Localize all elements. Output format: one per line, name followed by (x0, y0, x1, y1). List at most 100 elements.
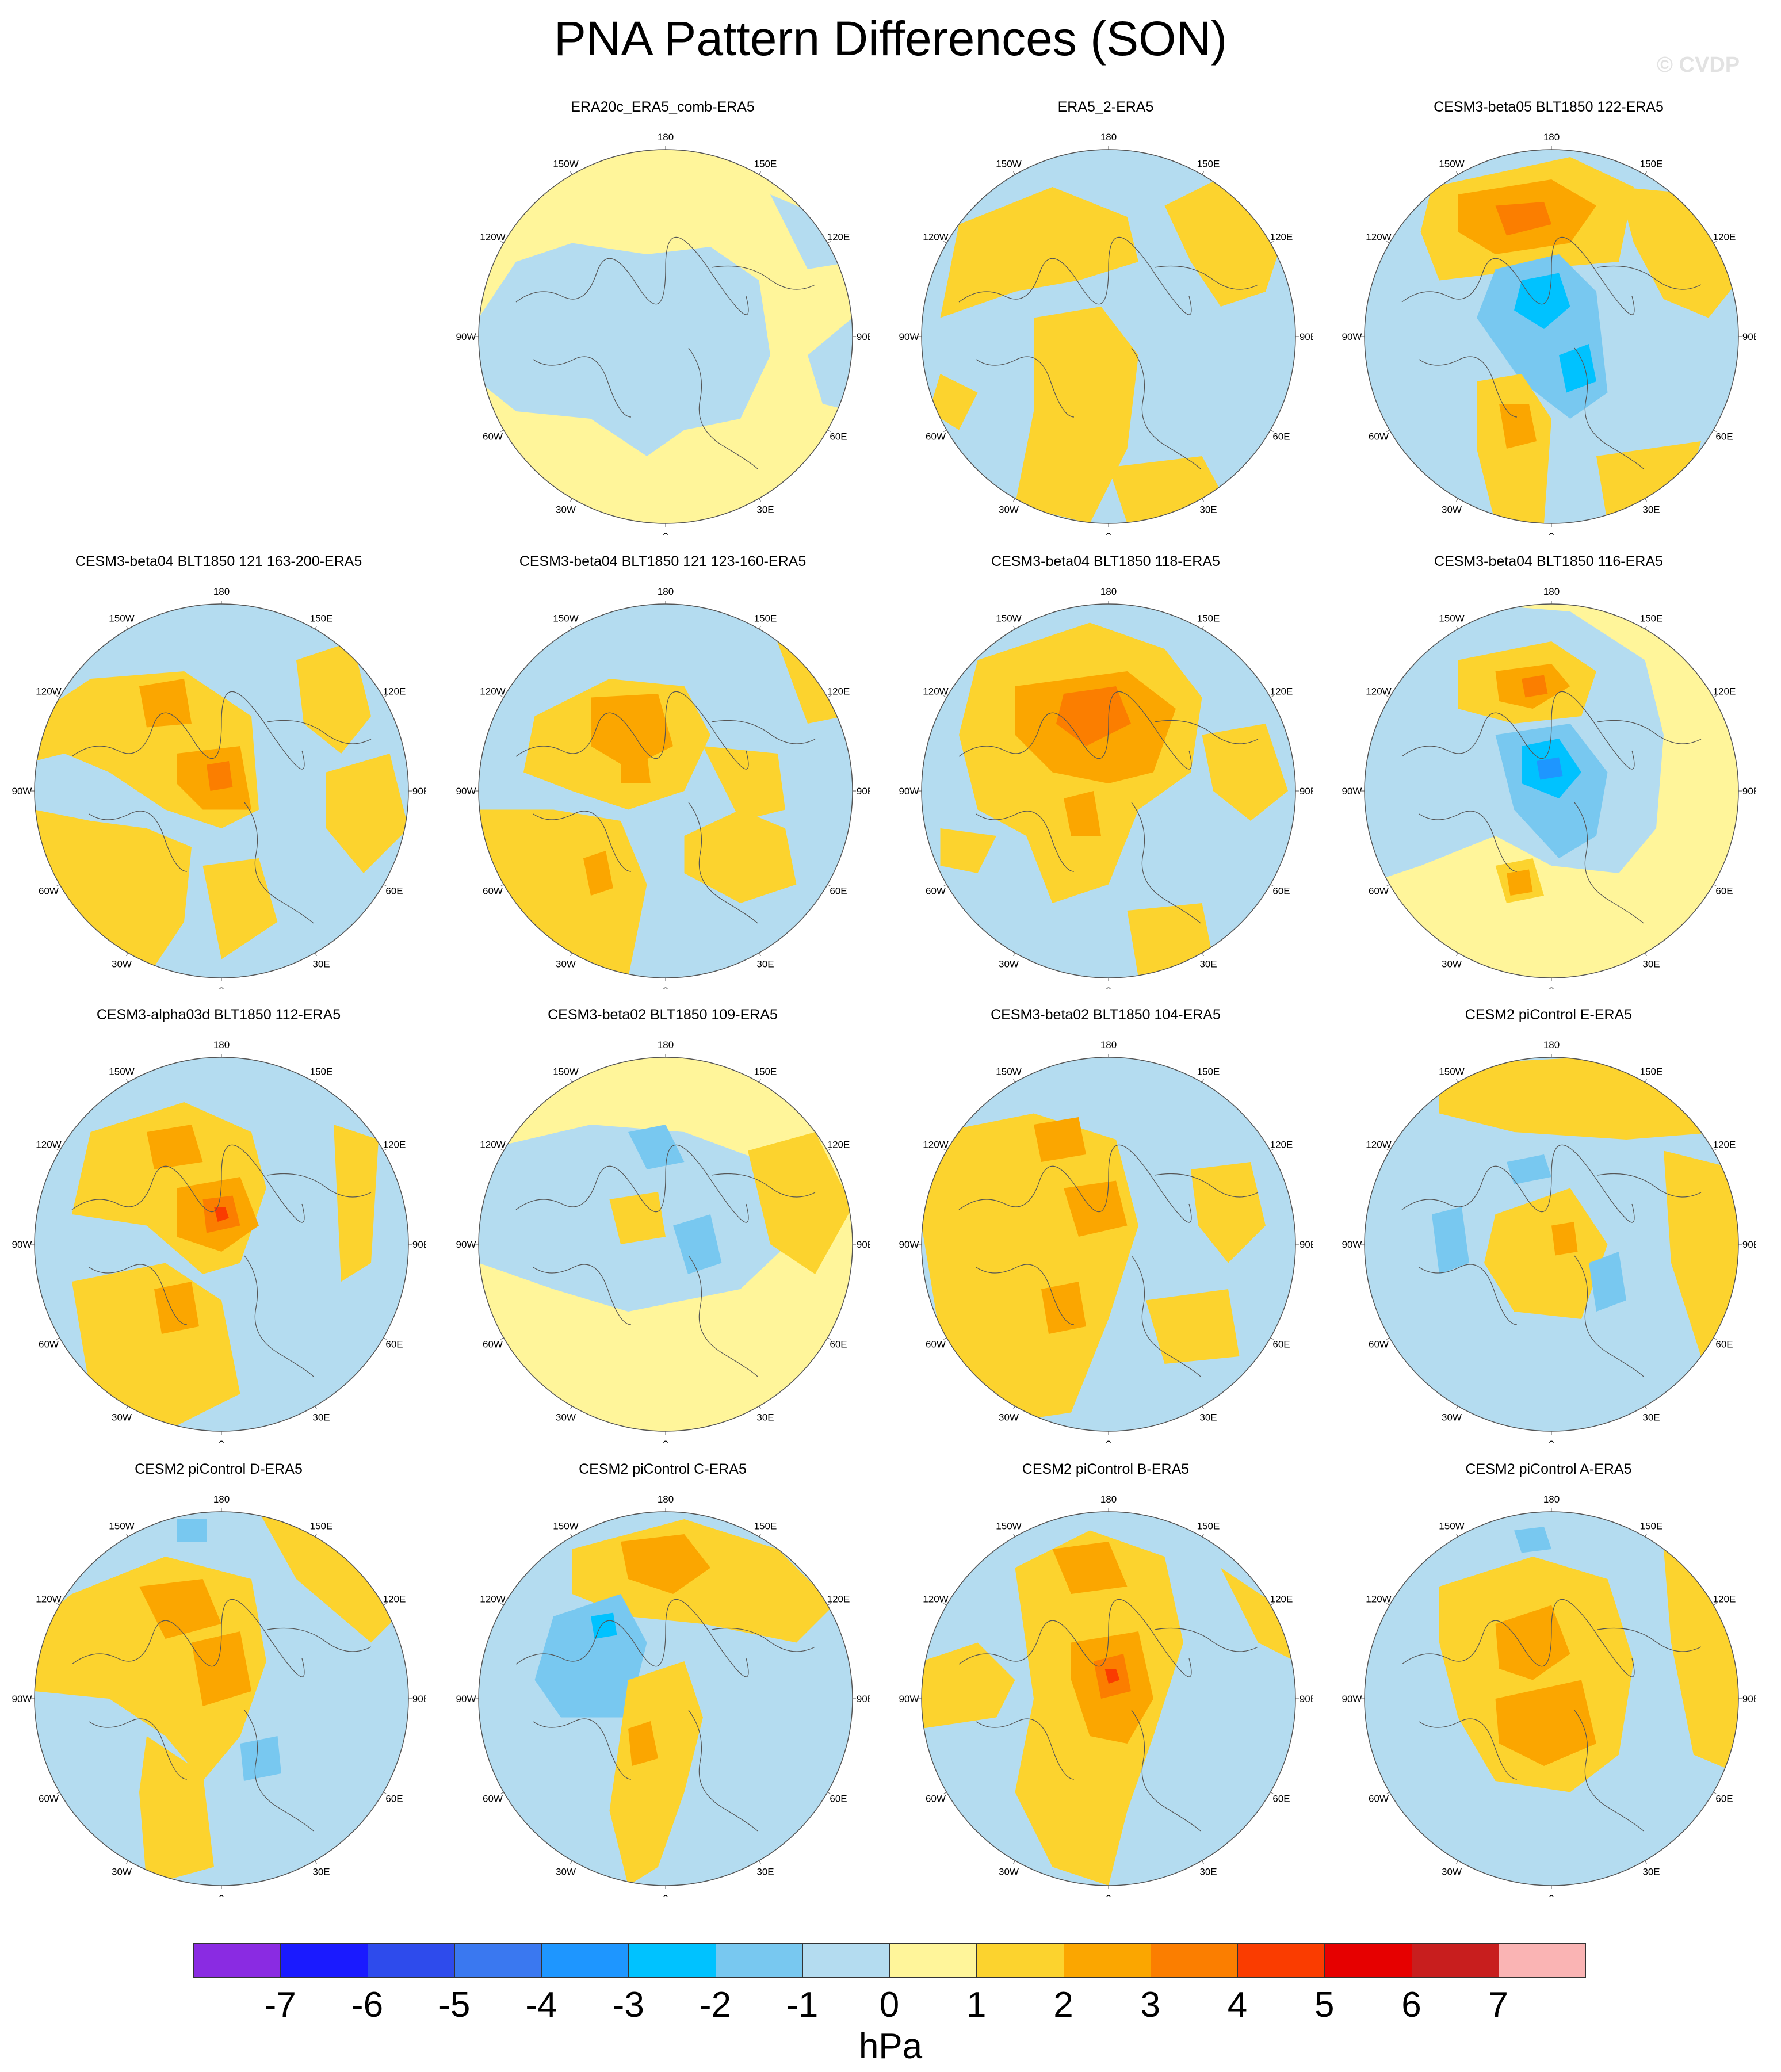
longitude-tick (1645, 1079, 1647, 1083)
colorbar-swatch (541, 1943, 629, 1978)
longitude-label: 0 (663, 1893, 668, 1897)
longitude-tick (56, 1337, 60, 1340)
colorbar-swatch (1324, 1943, 1412, 1978)
longitude-label: 150W (109, 613, 134, 624)
longitude-tick (1013, 626, 1015, 629)
longitude-label: 60W (483, 1339, 503, 1350)
longitude-label: 120W (36, 1594, 61, 1605)
longitude-label: 60W (926, 431, 946, 442)
longitude-label: 0 (219, 1893, 224, 1897)
coastline (1401, 1144, 1702, 1377)
longitude-label: 0 (219, 985, 224, 989)
longitude-label: 90E (1742, 1693, 1756, 1704)
longitude-tick (759, 1534, 761, 1537)
anomaly-contour-region (621, 1534, 710, 1594)
longitude-tick (1713, 884, 1717, 886)
longitude-label: 120E (383, 1140, 406, 1150)
longitude-label: 30W (556, 1412, 576, 1423)
colorbar-tick-label: 3 (1140, 1985, 1160, 2025)
anomaly-contour-region (334, 1125, 379, 1282)
anomaly-contour-region (139, 679, 192, 728)
polar-map: 180 150E 120E 90E 60E 30E 0 30W 60W 90W 120W 150W (456, 132, 870, 535)
longitude-tick (1202, 1860, 1204, 1864)
longitude-tick (1270, 430, 1274, 432)
anomaly-contour-region (673, 1214, 722, 1274)
colorbar-swatch (889, 1943, 977, 1978)
anomaly-contour-region (1484, 1188, 1608, 1319)
longitude-label: 30W (1442, 504, 1462, 515)
longitude-label: 30W (999, 1867, 1019, 1878)
longitude-label: 120E (1270, 686, 1293, 697)
colorbar-tick-label: -2 (699, 1985, 732, 2025)
longitude-tick (315, 953, 317, 956)
longitude-label: 60W (483, 1794, 503, 1805)
longitude-tick (570, 626, 572, 629)
longitude-tick (1270, 241, 1274, 243)
figure-title: PNA Pattern Differences (SON) (553, 12, 1228, 66)
longitude-tick (383, 695, 387, 698)
longitude-tick (1013, 1406, 1015, 1409)
longitude-tick (126, 626, 128, 629)
longitude-tick (1456, 1406, 1458, 1409)
longitude-label: 150E (310, 1521, 333, 1532)
longitude-label: 90E (1300, 786, 1313, 797)
longitude-label: 90E (857, 1693, 870, 1704)
panel-title: CESM3-alpha03d BLT1850 112-ERA5 (96, 1007, 341, 1023)
anomaly-contour-region (1495, 1680, 1596, 1766)
longitude-tick (759, 1079, 761, 1083)
longitude-tick (1386, 241, 1390, 243)
longitude-tick (759, 1406, 761, 1409)
longitude-label: 30E (1642, 504, 1660, 515)
longitude-label: 150W (996, 613, 1021, 624)
anomaly-contour-region (154, 1282, 199, 1334)
longitude-label: 30E (1199, 959, 1217, 970)
longitude-label: 120E (383, 686, 406, 697)
longitude-label: 30W (1442, 1867, 1462, 1878)
coastline (515, 691, 816, 924)
longitude-label: 120E (827, 1594, 850, 1605)
longitude-tick (1645, 1534, 1647, 1537)
colorbar-swatch (976, 1943, 1064, 1978)
longitude-tick (570, 1860, 572, 1864)
longitude-label: 150W (553, 159, 578, 170)
colorbar-tick-label: -6 (351, 1985, 384, 2025)
longitude-label: 30W (999, 504, 1019, 515)
longitude-label: 120E (1713, 232, 1736, 243)
longitude-label: 150W (996, 1521, 1021, 1532)
longitude-label: 150W (996, 1066, 1021, 1077)
anomaly-contour-region (1507, 1154, 1551, 1184)
anomaly-contour-region (1104, 1669, 1120, 1684)
longitude-label: 30E (1199, 1867, 1217, 1878)
longitude-label: 120E (1270, 232, 1293, 243)
longitude-label: 120E (1713, 686, 1736, 697)
longitude-tick (1386, 1149, 1390, 1151)
longitude-label: 150W (109, 1066, 134, 1077)
anomaly-contour-region (1064, 791, 1101, 836)
longitude-tick (827, 241, 831, 243)
colorbar-swatch (1237, 1943, 1325, 1978)
polar-map: 180 150E 120E 90E 60E 30E 0 30W 60W 90W 120W 150W (1342, 1494, 1756, 1897)
anomaly-contour-region (940, 187, 1138, 318)
map-panel: CESM2 piControl E-ERA5 180 150E 120E 90E 60E 3… (1342, 1006, 1756, 1443)
panel-title: CESM3-beta04 BLT1850 116-ERA5 (1434, 553, 1663, 569)
longitude-label: 120W (480, 232, 505, 243)
longitude-label: 90E (857, 331, 870, 342)
longitude-label: 180 (1100, 586, 1117, 597)
longitude-tick (1386, 884, 1390, 886)
longitude-tick (1713, 1337, 1717, 1340)
longitude-tick (759, 498, 761, 502)
longitude-tick (943, 1149, 947, 1151)
anomaly-contour-region (1015, 307, 1138, 523)
longitude-label: 60E (385, 1339, 403, 1350)
colorbar-swatch (1150, 1943, 1238, 1978)
longitude-label: 90W (1342, 1239, 1362, 1250)
polar-map: 180 150E 120E 90E 60E 30E 0 30W 60W 90W 120W 150W (12, 1494, 426, 1897)
longitude-tick (1013, 1534, 1015, 1537)
anomaly-contour-region (1191, 1162, 1266, 1263)
coastline (958, 236, 1259, 469)
longitude-label: 90W (456, 1239, 476, 1250)
longitude-label: 60E (830, 1794, 847, 1805)
anomaly-contour-region (1432, 1207, 1469, 1274)
longitude-tick (1202, 953, 1204, 956)
longitude-label: 150E (1640, 1066, 1663, 1077)
